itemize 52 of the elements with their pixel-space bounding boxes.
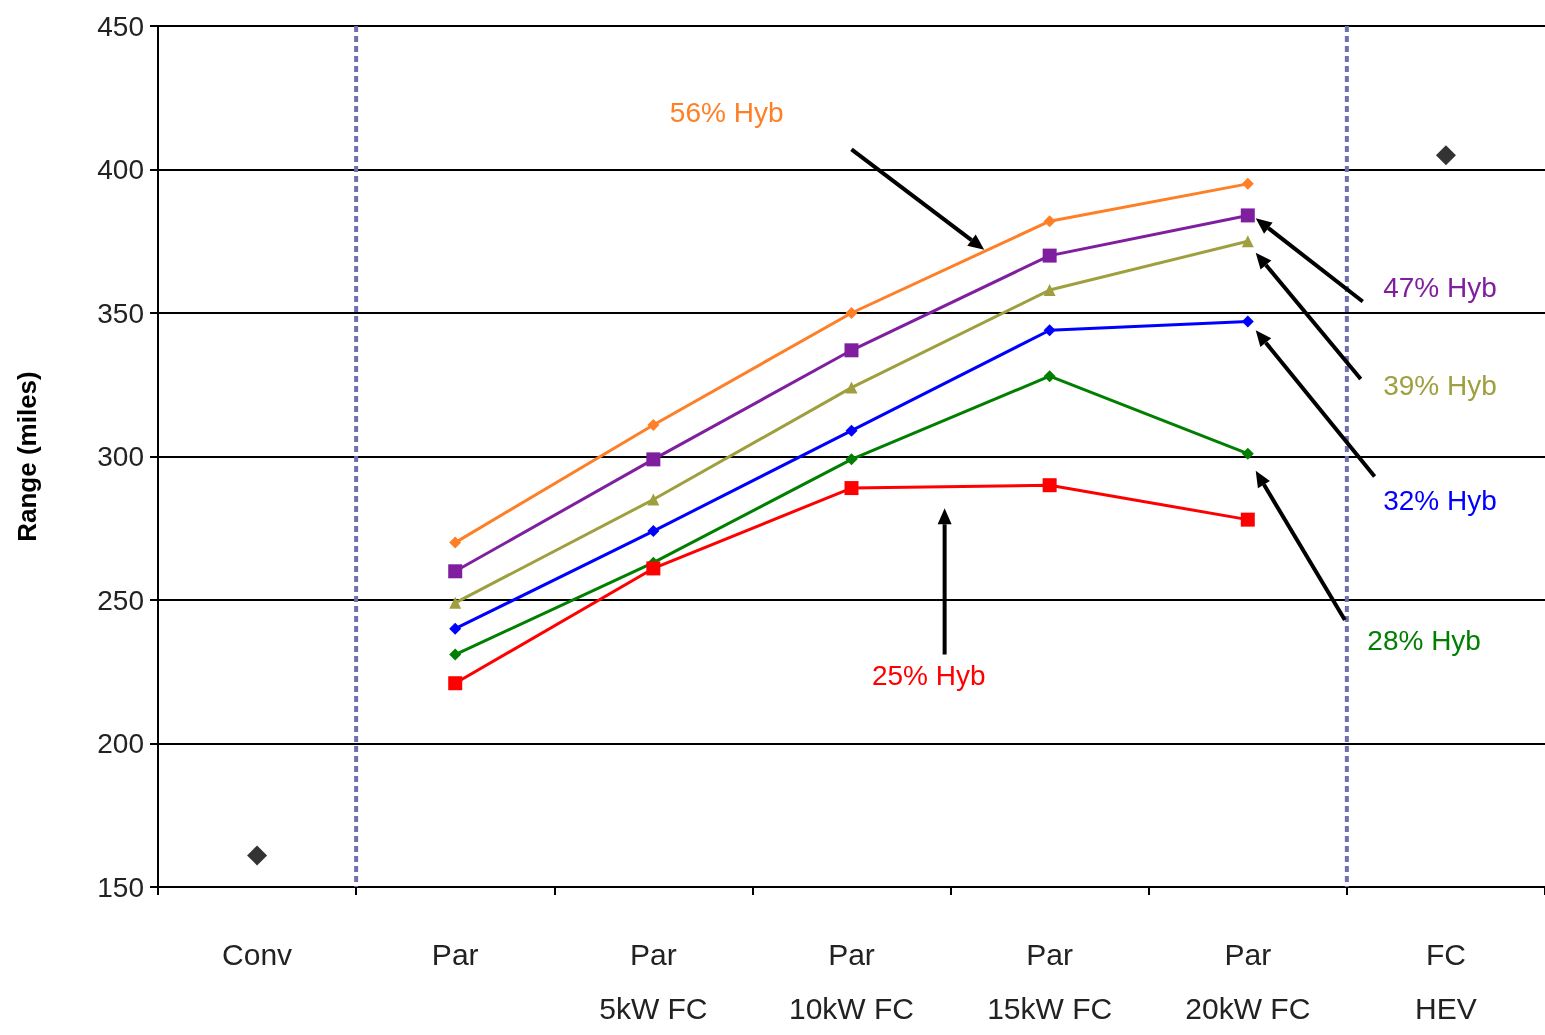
x-tick-label: Par 5kW FC <box>599 937 708 1025</box>
point <box>1240 512 1255 527</box>
text: 56% Hyb <box>669 97 784 129</box>
y-tick-label: 150 <box>97 871 144 903</box>
y-axis-title: Range (miles) <box>12 371 42 542</box>
point <box>845 424 858 437</box>
point <box>448 676 463 691</box>
point <box>647 525 660 538</box>
x-tick-label: Par 10kW FC <box>788 937 915 1025</box>
point <box>845 453 858 466</box>
y-tick-label: 350 <box>97 297 144 329</box>
point <box>647 493 660 506</box>
point <box>247 845 268 866</box>
point <box>1043 370 1056 383</box>
text: 25% Hyb <box>871 659 986 691</box>
y-tick-label: 450 <box>97 10 144 42</box>
point <box>449 596 462 609</box>
point <box>1042 248 1057 263</box>
text: 32% Hyb <box>1383 484 1497 516</box>
x-tick-label: Par 15kW FC <box>987 937 1113 1025</box>
point <box>1435 145 1456 166</box>
point <box>845 381 858 394</box>
point <box>1241 447 1254 460</box>
x-tick-label: Par 20kW FC <box>1185 937 1311 1025</box>
y-tick-label: 200 <box>97 728 144 759</box>
point <box>448 564 463 579</box>
point <box>1043 284 1056 297</box>
point <box>1241 177 1254 190</box>
point <box>1240 208 1255 223</box>
point <box>449 622 462 635</box>
y-tick-label: 300 <box>97 441 144 472</box>
text: 47% Hyb <box>1383 272 1497 304</box>
text: 28% Hyb <box>1367 625 1481 657</box>
point <box>1043 215 1056 228</box>
text: 39% Hyb <box>1383 370 1497 402</box>
point <box>845 307 858 319</box>
x-tick-label: FC HEV <box>1415 937 1477 1025</box>
x-tick-label: Par <box>431 937 479 971</box>
y-tick-label: 400 <box>97 154 144 185</box>
y-tick-label: 250 <box>97 584 144 616</box>
point <box>1043 324 1056 337</box>
point <box>844 343 859 358</box>
point <box>1241 235 1254 248</box>
point <box>646 452 661 467</box>
point <box>449 536 462 549</box>
point <box>844 481 859 496</box>
point <box>449 648 462 661</box>
x-tick-label: Conv <box>222 937 293 971</box>
point <box>1241 315 1254 328</box>
point <box>1042 478 1057 493</box>
point <box>646 561 661 576</box>
point <box>647 418 660 431</box>
